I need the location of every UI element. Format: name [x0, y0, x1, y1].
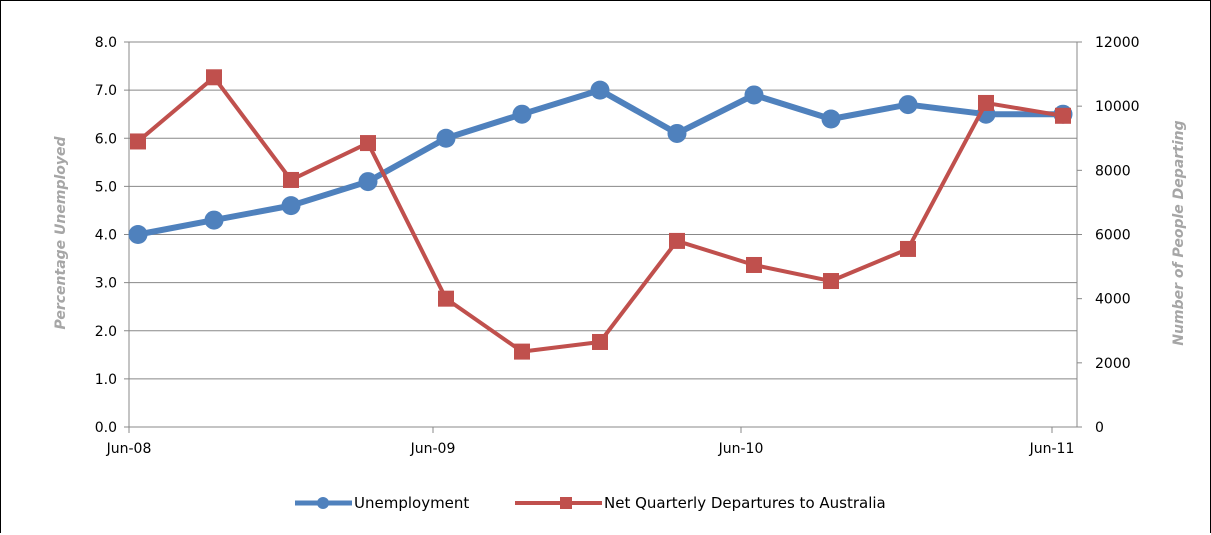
data-point: [204, 210, 224, 230]
data-point: [669, 232, 685, 249]
data-point: [1055, 107, 1071, 124]
data-point: [900, 240, 916, 257]
data-point: [358, 172, 378, 192]
x-tick-label: Jun-11: [1029, 441, 1075, 457]
data-point: [744, 85, 764, 105]
data-point: [821, 109, 841, 129]
data-point: [514, 343, 530, 360]
right-tick-label: 8000: [1095, 163, 1131, 179]
data-point: [898, 95, 918, 115]
x-tick-label: Jun-10: [718, 441, 764, 457]
data-point: [592, 333, 608, 350]
left-tick-label: 6.0: [95, 131, 117, 147]
right-tick-label: 4000: [1095, 292, 1131, 308]
left-tick-label: 7.0: [95, 83, 117, 99]
data-point: [438, 290, 454, 307]
data-point: [823, 273, 839, 290]
left-tick-label: 5.0: [95, 179, 117, 195]
series-departures: [130, 69, 1071, 360]
right-tick-label: 0: [1095, 420, 1104, 436]
data-point: [512, 104, 532, 124]
left-tick-label: 4.0: [95, 228, 117, 244]
data-point: [746, 256, 762, 273]
series-layer: [128, 69, 1073, 360]
x-tick-label: Jun-08: [106, 441, 152, 457]
legend-label-unemployment: Unemployment: [354, 494, 469, 512]
legend-item-departures: Net Quarterly Departures to Australia: [515, 494, 886, 512]
right-tick-label: 2000: [1095, 356, 1131, 372]
right-tick-label: 10000: [1095, 99, 1140, 115]
x-axis-ticks: Jun-08 Jun-09 Jun-10 Jun-11: [106, 427, 1075, 457]
data-point: [128, 225, 148, 244]
left-tick-label: 8.0: [95, 35, 117, 51]
data-point: [130, 133, 146, 150]
data-point: [590, 80, 610, 100]
data-point: [667, 123, 687, 143]
x-tick-label: Jun-09: [410, 441, 456, 457]
data-point: [978, 94, 994, 111]
right-axis-title: Number of People Departing: [1171, 120, 1187, 345]
left-tick-label: 0.0: [95, 420, 117, 436]
data-point: [281, 196, 301, 216]
left-axis-title: Percentage Unemployed: [53, 135, 69, 329]
series-line: [136, 75, 1064, 354]
left-tick-label: 2.0: [95, 324, 117, 340]
legend-item-unemployment: Unemployment: [295, 494, 469, 512]
legend: Unemployment Net Quarterly Departures to…: [295, 494, 886, 512]
data-point: [206, 69, 222, 86]
left-tick-label: 3.0: [95, 276, 117, 292]
data-point: [436, 128, 456, 148]
left-axis-ticks: 0.0 1.0 2.0 3.0 4.0 5.0 6.0 7.0 8.0: [95, 35, 129, 436]
legend-label-departures: Net Quarterly Departures to Australia: [604, 494, 886, 512]
right-tick-label: 12000: [1095, 35, 1140, 51]
right-tick-label: 6000: [1095, 228, 1131, 244]
data-point: [283, 171, 299, 188]
series-unemployment: [128, 80, 1073, 244]
right-axis-ticks: 0 2000 4000 6000 8000 10000 12000: [1077, 35, 1140, 436]
data-point: [360, 135, 376, 152]
left-tick-label: 1.0: [95, 372, 117, 388]
